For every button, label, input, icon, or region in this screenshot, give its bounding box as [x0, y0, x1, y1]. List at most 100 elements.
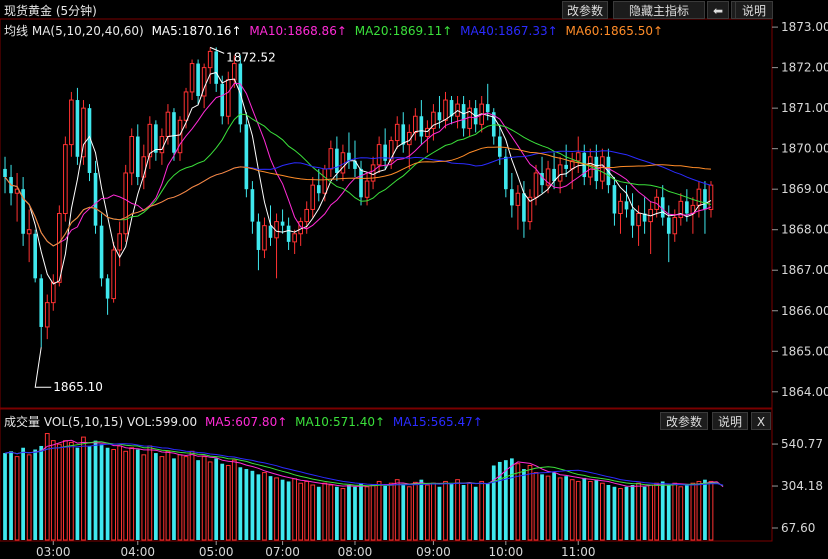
volume-bar-down [359, 483, 363, 540]
candle-body-up [443, 99, 448, 121]
price-tick-label: 1865.00 [781, 344, 828, 358]
volume-bar-up [328, 484, 334, 541]
candle-body-down [383, 144, 387, 161]
volume-bar-up [364, 486, 370, 541]
volume-bar-down [135, 449, 140, 540]
candle-body-up [328, 148, 334, 170]
candle-body-down [286, 225, 291, 242]
volume-bar-up [690, 482, 696, 541]
volume-params-button[interactable]: 改参数 [660, 412, 708, 430]
volume-bar-down [401, 485, 406, 540]
candle-body-down [612, 185, 617, 214]
volume-bar-down [509, 458, 514, 540]
candle-body-up [63, 144, 68, 214]
volume-bar-down [606, 485, 611, 540]
candle-body-down [87, 108, 92, 173]
candle-body-down [244, 124, 249, 190]
volume-close-button[interactable]: X [751, 412, 771, 430]
volume-bar-up [183, 456, 189, 541]
time-tick-label: 05:00 [199, 545, 234, 559]
candle-body-up [262, 225, 267, 251]
volume-bar-up [479, 480, 485, 541]
volume-bar-up [56, 443, 62, 541]
volume-bar-up [545, 475, 551, 541]
volume-bar-down [93, 440, 98, 540]
candle-body-down [220, 83, 225, 117]
price-tick-label: 1867.00 [781, 263, 828, 277]
candle-body-up [310, 184, 316, 210]
volume-bar-down [39, 445, 44, 540]
volume-bar-up [26, 454, 32, 541]
candle-body-up [636, 213, 641, 227]
time-tick-label: 11:00 [561, 545, 596, 559]
volume-bar-up [177, 454, 183, 541]
ma5-legend: MA5:1870.16↑ [151, 24, 242, 38]
candle-body-up [50, 281, 56, 304]
candle-body-down [280, 221, 285, 226]
volume-bar-up [117, 445, 123, 541]
time-tick-label: 04:00 [120, 545, 155, 559]
volume-series [3, 433, 714, 541]
volume-bar-down [347, 485, 351, 540]
candle-body-down [540, 172, 544, 186]
candle-body-down [510, 189, 514, 206]
volume-bar-up [425, 484, 430, 541]
main-panel-frame [0, 18, 773, 409]
volume-bar-up [587, 480, 593, 541]
volume-bar-down [286, 481, 291, 540]
volume-bar-up [672, 482, 678, 541]
volume-bar-up [388, 482, 394, 541]
candle-body-up [207, 50, 213, 69]
candle-body-down [353, 160, 357, 169]
candle-body-up [189, 63, 195, 93]
scroll-left-button[interactable]: ⬅ [707, 1, 729, 19]
ma40-legend: MA40:1867.33↑ [460, 24, 558, 38]
candle-body-down [552, 168, 556, 182]
volume-axis: 540.77 304.18 67.60 [772, 437, 823, 535]
help-button[interactable]: 说明 [735, 1, 773, 19]
candle-body-down [624, 201, 629, 210]
ma-legend-label: 均线 [4, 24, 29, 38]
volume-bar-up [394, 479, 400, 541]
candle-body-down [33, 233, 37, 279]
volume-bar-up [165, 450, 171, 541]
candle-body-down [335, 148, 339, 173]
params-button[interactable]: 改参数 [562, 1, 608, 19]
volume-bar-up [141, 454, 147, 541]
volume-bar-down [642, 486, 647, 540]
price-tick-label: 1873.00 [781, 20, 828, 34]
price-annotations: 1872.52 1865.10 [34, 46, 276, 394]
volume-bar-up [111, 449, 116, 541]
volume-bar-up [231, 459, 237, 541]
candle-body-up [14, 188, 20, 194]
candle-body-down [256, 221, 261, 250]
candle-body-up [117, 233, 122, 251]
volume-bar-up [225, 464, 231, 541]
volume-bar-up [147, 445, 153, 541]
volume-bar-up [69, 441, 74, 541]
candle-body-down [99, 225, 104, 279]
volume-bar-down [105, 447, 110, 540]
volume-bar-down [485, 483, 490, 540]
candle-body-up [225, 79, 231, 117]
candle-body-down [250, 189, 255, 222]
candle-body-up [159, 136, 165, 154]
volume-help-button[interactable]: 说明 [712, 412, 748, 430]
volume-bar-down [220, 463, 225, 540]
volume-bar-down [491, 465, 496, 540]
volume-bar-down [564, 476, 569, 540]
price-tick-label: 1868.00 [781, 223, 828, 237]
hide-indicator-button[interactable]: 隐藏主指标 [613, 1, 705, 19]
candle-body-down [93, 172, 98, 226]
candle-body-down [660, 197, 665, 218]
volume-bar-down [238, 467, 243, 540]
low-pointer [34, 347, 52, 388]
candle-body-down [214, 51, 219, 84]
volume-bar-up [62, 440, 68, 541]
candle-body-down [268, 225, 273, 238]
candle-body-down [39, 278, 44, 327]
volume-bar-up [406, 486, 412, 541]
volume-bar-up [298, 482, 304, 541]
candle-body-down [135, 136, 140, 178]
candle-body-up [696, 188, 702, 206]
